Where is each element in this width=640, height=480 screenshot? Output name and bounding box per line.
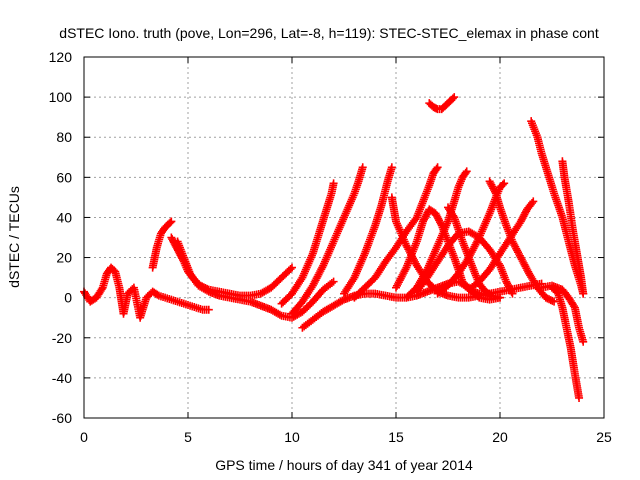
series-1 [80,263,213,322]
data-point-marker [204,305,213,314]
data-point-marker [474,235,483,244]
data-point-marker [507,287,516,296]
series-22 [425,93,459,114]
data-point-marker [496,293,504,302]
data-point-marker [97,285,106,294]
data-point-marker [329,277,338,286]
data-point-marker [529,197,538,206]
data-point-marker [569,302,578,311]
y-tick-label: 0 [64,290,72,306]
y-tick-label: 60 [56,169,72,185]
y-tick-label: -40 [52,370,72,386]
data-point-marker [486,290,495,299]
y-tick-label: 100 [49,89,73,105]
series-18 [527,117,588,298]
data-point-marker [523,266,532,275]
data-point-marker [522,264,531,273]
y-tick-label: 120 [49,49,73,65]
data-point-marker [461,168,470,177]
data-point-marker [514,248,523,257]
data-point-marker [528,199,537,208]
series-6 [277,179,338,308]
data-point-marker [516,253,525,262]
series-17 [485,177,559,306]
data-point-marker [520,260,529,269]
data-point-marker [449,211,458,220]
data-point-marker [509,239,518,248]
data-point-marker [515,251,524,260]
data-point-marker [513,246,522,255]
plot-area [80,93,588,402]
data-point-marker [450,93,459,102]
series-7 [288,163,367,318]
y-axis-label: dSTEC / TECUs [6,186,22,288]
data-point-marker [387,163,396,172]
data-point-marker [548,296,557,305]
x-tick-label: 20 [492,429,508,445]
x-tick-label: 5 [184,429,192,445]
data-point-marker [521,262,530,271]
x-tick-label: 25 [596,429,612,445]
chart-title: dSTEC Iono. truth (pove, Lon=296, Lat=-8… [59,25,599,41]
x-axis-label: GPS time / hours of day 341 of year 2014 [215,457,473,473]
y-tick-label: 80 [56,129,72,145]
axis-ticks: 0 5 10 15 20 25 -60 -40 -20 0 20 40 60 80 100 120 [49,49,612,445]
data-point-marker [498,180,507,189]
data-point-marker [153,290,162,299]
x-tick-label: 10 [284,429,300,445]
y-tick-label: -60 [52,410,72,426]
data-point-marker [519,258,528,267]
series-8 [340,163,396,298]
series-19 [558,157,588,298]
data-point-marker [487,291,496,300]
data-point-marker [500,179,509,188]
data-point-marker [318,263,327,272]
series-21 [548,283,584,402]
data-point-marker [432,164,441,173]
data-point-marker [327,278,336,287]
data-point-marker [512,244,521,253]
data-point-marker [433,163,442,172]
data-point-marker [518,257,527,266]
series-10 [350,163,442,302]
data-point-marker [517,255,526,264]
data-point-marker [329,179,338,188]
data-point-marker [508,289,517,298]
plot-frame [83,56,605,419]
data-point-marker [575,393,584,402]
data-point-marker [462,167,471,176]
data-point-marker [166,218,175,227]
data-point-marker [514,249,523,258]
data-point-marker [511,242,520,251]
data-point-marker [288,263,296,272]
series-2 [148,217,176,272]
data-point-marker [401,265,410,274]
data-point-marker [490,187,499,196]
y-tick-label: 20 [56,250,72,266]
data-point-marker [510,241,519,250]
y-tick-label: -20 [52,330,72,346]
series-13 [412,227,517,298]
data-point-marker [167,217,176,226]
x-tick-label: 0 [80,429,88,445]
data-point-marker [508,237,517,246]
data-point-marker [275,310,284,319]
y-tick-label: 40 [56,209,72,225]
data-point-marker [358,163,367,172]
data-point-marker [579,289,588,298]
data-point-marker [448,94,457,103]
data-point-marker [579,337,588,346]
series-4 [173,237,338,322]
x-tick-label: 15 [388,429,404,445]
data-point-marker [286,265,295,274]
